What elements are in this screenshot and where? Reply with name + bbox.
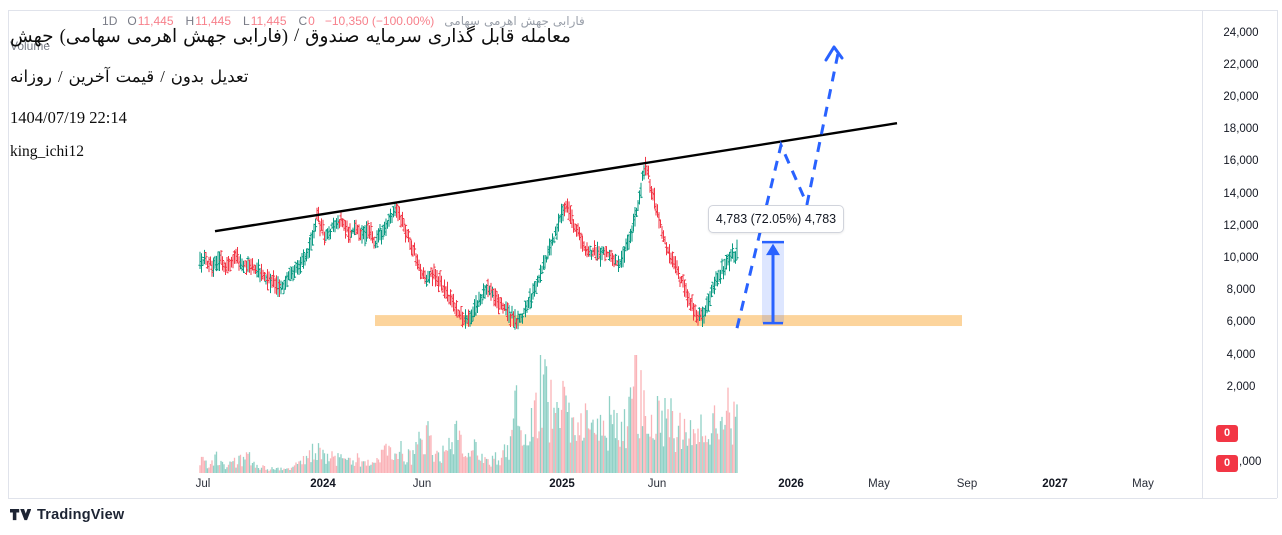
legend-ohlc-pair: H 11,445 [185,14,231,28]
candle-series-up [198,165,739,330]
legend-change: −10,350 (−100.00%) [324,14,435,28]
symbol-title-word: معامله [520,27,571,47]
time-tick-label: 2027 [1042,478,1068,490]
symbol-title: جهش (سهامی اهرمی جهش فارابی) / صندوق سرمایه گذار… [10,26,571,48]
chart-subtitle-word: / [160,67,165,86]
measure-arrowhead-icon [766,243,780,256]
price-tick-label: 8,000 [1226,284,1256,297]
price-axis-separator[interactable] [1202,10,1203,498]
price-tick-label: 12,000 [1223,219,1259,232]
legend-symbol-name: سهامی اهرمی جهش فارابی [444,15,585,28]
chart-subtitle-word: روزانه [10,67,52,86]
chart-subtitle-word: تعدیل [210,67,249,86]
time-tick-label: Jun [647,478,667,490]
ascending-trendline[interactable] [214,121,898,233]
tradingview-logo[interactable]: TradingView [10,507,124,523]
last-value-badge: 0 [1216,424,1238,442]
legend-ohlc-pair: L 11,445 [243,14,287,28]
time-tick-label: 2026 [778,478,804,490]
symbol-title-word: فارابی) [232,27,289,47]
price-tick-label: 2,000 [1226,380,1256,393]
frame-right-border [1277,10,1278,498]
symbol-legend[interactable]: 1D O 11,445 H 11,445 L 11,445 C 0 −10,350 (−100… [102,15,585,28]
symbol-title-word: صندوق [305,27,360,47]
legend-ohlc-values: O 11,445 H 11,445 L 11,445 C 0 [127,15,315,28]
symbol-title-word: گذاری [427,27,475,47]
price-tick-label: 14,000 [1223,187,1259,200]
measure-value-label[interactable]: 4,783 (72.05%) 4,783 [708,205,844,233]
volume-series-down [199,355,735,473]
candle-series-down [204,156,703,329]
time-tick-label: May [868,478,890,490]
price-tick-label: 16,000 [1223,155,1259,168]
projection-path[interactable] [735,53,840,329]
volume-legend-label[interactable]: Volume [10,39,51,53]
author-username: king_ichi12 [10,143,85,160]
symbol-title-word: قابل [480,27,515,47]
symbol-title-word: / [294,26,300,46]
chart-subtitle-word: قیمت [115,67,155,86]
price-tick-label: 18,000 [1223,123,1259,136]
time-tick-label: 2024 [310,478,336,490]
frame-top-border [8,10,1277,11]
time-tick-label: Sep [956,478,978,490]
frame-bottom-border [8,498,1277,499]
last-value-badge: 0 [1216,454,1238,472]
chart-subtitle-word: بدون [170,67,205,86]
symbol-title-word: جهش [10,27,54,47]
price-tick-label: 10,000 [1223,251,1259,264]
price-tick-label: 6,000 [1226,316,1256,329]
symbol-title-word: اهرمی [126,27,178,47]
time-tick-label: Jul [195,478,211,490]
symbol-title-word: جهش [183,27,227,47]
price-tick-label: 4,000 [1226,348,1256,361]
price-tick-label: 20,000 [1223,90,1259,103]
tradingview-logo-text: TradingView [37,507,125,523]
chart-subtitle-word: / [57,67,63,86]
frame-left-border [8,10,9,498]
legend-symbol-name-word: اهرمی [483,14,517,28]
time-tick-label: Jun [412,478,432,490]
axis-label-fragment: ,000 [1239,456,1262,468]
support-zone-rectangle[interactable] [375,315,962,327]
projection-arrowhead-icon [824,45,844,62]
tradingview-logo-icon [10,508,31,521]
legend-ohlc-pair: O 11,445 [127,14,174,28]
legend-symbol-name-word: جهش [520,14,549,28]
price-tick-label: 24,000 [1223,26,1259,39]
symbol-title-word: سرمایه [365,27,422,47]
legend-symbol-name-word: فارابی [552,14,585,28]
time-tick-label: 2025 [549,478,575,490]
snapshot-datetime: 1404/07/19 22:14 [10,108,127,127]
chart-subtitle-word: آخرین [68,67,110,86]
legend-interval: 1D [102,14,118,28]
time-tick-label: May [1132,478,1154,490]
volume-series-up [205,355,738,473]
legend-symbol-name-word: سهامی [444,14,480,28]
price-tick-label: 22,000 [1223,58,1259,71]
chart-subtitle: روزانه / آخرین قیمت / بدون تعدیل [10,67,248,87]
symbol-title-word: (سهامی [59,27,121,47]
